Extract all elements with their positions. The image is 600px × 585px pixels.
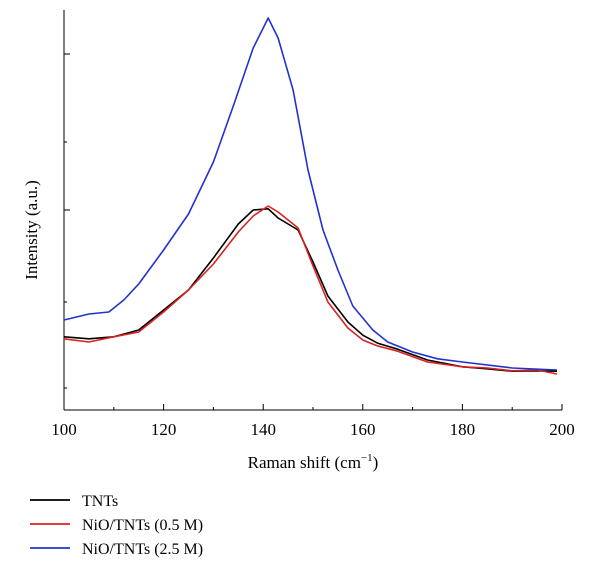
series-line-3 bbox=[63, 17, 558, 371]
x-axis-label: Raman shift (cm−1) bbox=[248, 452, 379, 472]
plot-area bbox=[63, 10, 562, 411]
x-tick-label: 120 bbox=[151, 420, 177, 439]
series-line-2 bbox=[63, 205, 558, 375]
legend-label: NiO/TNTs (2.5 M) bbox=[82, 541, 203, 558]
x-tick-label: 200 bbox=[549, 420, 575, 439]
ticks-layer: 100 120 140 160 180 200 bbox=[51, 53, 575, 439]
x-tick-label: 140 bbox=[250, 420, 276, 439]
y-axis-label: Intensity (a.u.) bbox=[22, 180, 41, 280]
series-line-1 bbox=[63, 208, 558, 372]
x-tick-label: 160 bbox=[350, 420, 376, 439]
x-tick-label: 180 bbox=[450, 420, 476, 439]
legend-label: TNTs bbox=[82, 493, 118, 510]
legend-label: NiO/TNTs (0.5 M) bbox=[82, 517, 203, 534]
legend: TNTs NiO/TNTs (0.5 M) NiO/TNTs (2.5 M) bbox=[30, 493, 203, 558]
x-tick-label: 100 bbox=[51, 420, 77, 439]
series-layer bbox=[63, 17, 558, 375]
